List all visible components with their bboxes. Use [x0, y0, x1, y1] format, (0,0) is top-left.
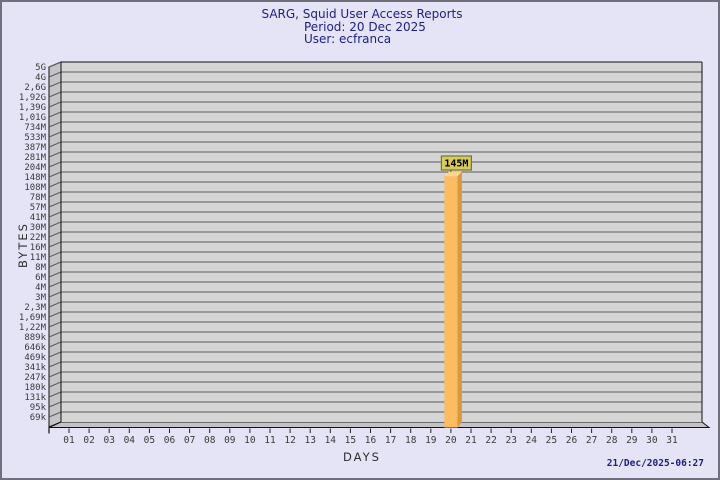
y-tick-label: 247k	[24, 373, 46, 383]
x-tick-label: 08	[204, 435, 216, 446]
x-tick-label: 11	[264, 435, 276, 446]
y-tick-label: 30M	[30, 223, 47, 233]
x-tick-label: 02	[83, 435, 94, 446]
y-tick-label: 533M	[24, 133, 46, 143]
generation-timestamp: 21/Dec/2025-06:27	[606, 458, 704, 469]
y-tick-label: 1,69M	[19, 313, 47, 323]
bars: 145M	[440, 155, 472, 428]
x-tick-label: 18	[405, 435, 417, 446]
y-tick-label: 4M	[35, 283, 46, 293]
y-tick-label: 148M	[24, 173, 46, 183]
x-tick-label: 21	[465, 435, 477, 446]
x-tick-label: 29	[626, 435, 638, 446]
x-tick-label: 03	[103, 435, 114, 446]
gridlines	[61, 71, 702, 413]
x-tick-label: 07	[184, 435, 195, 446]
x-tick-label: 06	[164, 435, 176, 446]
y-tick-label: 41M	[30, 213, 47, 223]
x-axis-labels: 01 02 03 04 05 06 07 08 09 10 11 12 13 14 15 16 17 18 19 20…	[63, 435, 678, 446]
y-tick-label: 22M	[30, 233, 47, 243]
wall-tick-diagonals	[48, 61, 62, 418]
x-tick-label: 22	[485, 435, 496, 446]
y-tick-label: 95k	[30, 403, 47, 413]
y-tick-label: 204M	[24, 163, 46, 173]
x-tick-label: 31	[666, 435, 678, 446]
x-tick-label: 04	[124, 435, 136, 446]
x-tick-label: 24	[526, 435, 538, 446]
y-tick-label: 889k	[24, 333, 46, 343]
x-tick-label: 19	[425, 435, 437, 446]
x-tick-label: 30	[646, 435, 658, 446]
floor-3d	[48, 421, 711, 428]
x-tick-label: 17	[385, 435, 396, 446]
bar-value-label: 145M	[444, 159, 468, 170]
y-tick-label: 5G	[35, 63, 46, 73]
x-tick-label: 05	[144, 435, 155, 446]
y-tick-label: 281M	[24, 153, 46, 163]
y-tick-label: 180k	[24, 383, 46, 393]
y-tick-label: 1,01G	[19, 113, 46, 123]
x-tick-label: 26	[566, 435, 578, 446]
y-tick-label: 16M	[30, 243, 47, 253]
y-tick-label: 1,22M	[19, 323, 47, 333]
x-tick-label: 16	[365, 435, 377, 446]
y-tick-label: 1,39G	[19, 103, 46, 113]
y-tick-label: 11M	[30, 253, 47, 263]
x-tick-label: 28	[606, 435, 618, 446]
y-tick-label: 8M	[35, 263, 46, 273]
x-axis-title: DAYS	[343, 450, 381, 464]
y-tick-label: 2,6G	[24, 83, 46, 93]
y-tick-label: 469k	[24, 353, 46, 363]
chart-user: User: ecfranca	[304, 32, 392, 46]
x-tick-label: 12	[284, 435, 295, 446]
y-tick-label: 387M	[24, 143, 46, 153]
plot-borders	[48, 61, 703, 434]
x-tick-label: 20	[445, 435, 457, 446]
x-tick-label: 14	[325, 435, 337, 446]
x-axis-ticks	[68, 428, 673, 433]
x-tick-label: 15	[345, 435, 356, 446]
y-tick-label: 108M	[24, 183, 46, 193]
x-tick-label: 10	[244, 435, 256, 446]
y-tick-label: 734M	[24, 123, 46, 133]
y-tick-label: 4G	[35, 73, 46, 83]
y-tick-label: 6M	[35, 273, 46, 283]
y-tick-label: 1,92G	[19, 93, 46, 103]
x-tick-label: 01	[63, 435, 75, 446]
x-tick-label: 13	[304, 435, 315, 446]
y-axis-title: BYTES	[16, 222, 30, 268]
y-tick-label: 3M	[35, 293, 46, 303]
y-axis-labels: 5G4G2,6G1,92G1,39G1,01G734M533M387M281M2…	[19, 63, 47, 423]
x-tick-label: 25	[546, 435, 557, 446]
bar-day-20: 145M	[440, 155, 472, 428]
y-tick-label: 646k	[24, 343, 46, 353]
x-tick-label: 09	[224, 435, 236, 446]
y-tick-label: 131k	[24, 393, 46, 403]
y-tick-label: 78M	[30, 193, 47, 203]
y-tick-label: 341k	[24, 363, 46, 373]
chart-title: SARG, Squid User Access Reports	[261, 7, 463, 21]
y-tick-label: 69k	[30, 413, 47, 423]
y-tick-label: 2,3M	[24, 303, 46, 313]
bar-value-box	[440, 155, 472, 171]
chart-period: Period: 20 Dec 2025	[304, 20, 426, 34]
x-tick-label: 23	[505, 435, 516, 446]
x-tick-label: 27	[586, 435, 597, 446]
y-tick-label: 57M	[30, 203, 47, 213]
